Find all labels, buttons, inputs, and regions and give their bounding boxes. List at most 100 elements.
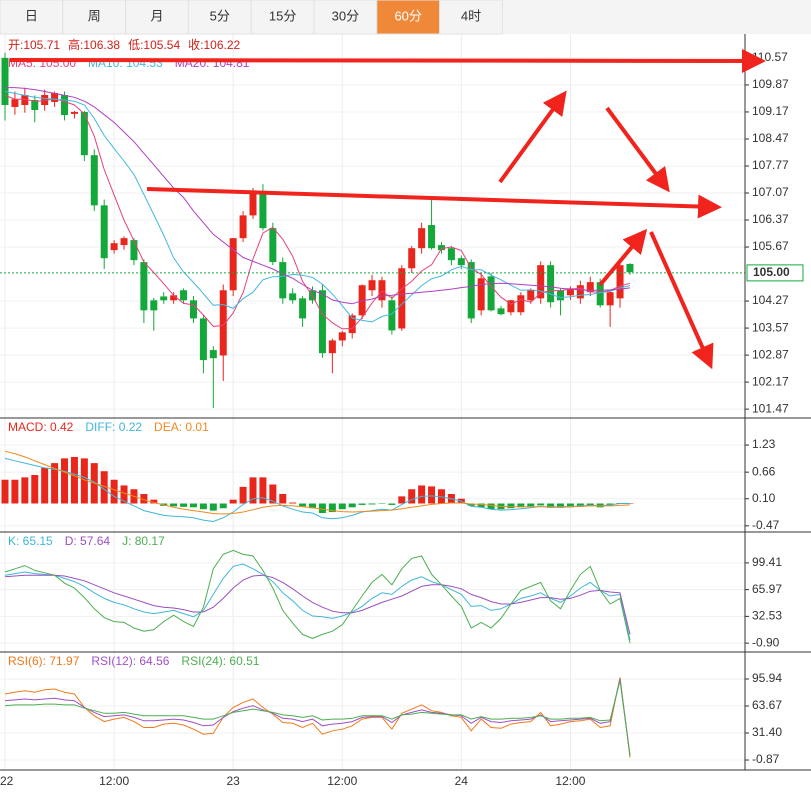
macd-bar: [566, 503, 574, 508]
candle-body: [328, 340, 336, 354]
tab[interactable]: [125, 0, 189, 35]
macd-bar: [418, 485, 426, 504]
tab-label[interactable]: 15分: [269, 8, 296, 23]
candle-body: [348, 315, 356, 334]
candle-body: [61, 94, 69, 116]
plot: 22 12:00 23 12:00 24 12:00110.57109.87109.171…: [0, 34, 811, 788]
y-tick-label: 99.41: [752, 555, 782, 569]
ohlc-info: 开:105.71: [8, 38, 60, 52]
legend-entry: K: 65.15: [8, 534, 53, 548]
y-tick-label: 1.23: [752, 437, 776, 451]
tabs: 日 周 月 5分 15分 30分 60分 4时: [0, 0, 503, 35]
tab-label[interactable]: 5分: [210, 8, 230, 23]
tab-label[interactable]: 月: [150, 8, 163, 23]
macd-bar: [239, 486, 247, 504]
x-tick-label: 12:00: [99, 774, 129, 788]
legend-entry: D: 57.64: [65, 534, 111, 548]
arrow: [598, 228, 648, 287]
candle-body: [547, 265, 555, 303]
y-tick-label: 0.10: [752, 491, 776, 505]
tab[interactable]: [439, 0, 503, 35]
last-price-label: 105.00: [753, 265, 790, 279]
tab[interactable]: [250, 0, 315, 35]
macd-bar: [358, 503, 366, 505]
candle-body: [408, 248, 416, 269]
macd-bar: [140, 494, 148, 504]
macd-bar: [70, 456, 78, 504]
macd-bar: [467, 503, 475, 506]
indicator-line: [4, 549, 631, 644]
candle-body: [219, 290, 227, 356]
macd-bar: [507, 503, 515, 509]
indicator-line: [4, 574, 631, 635]
tab-label[interactable]: 日: [25, 8, 38, 23]
candle-body: [269, 228, 277, 263]
candle-body: [130, 240, 138, 261]
indicator-line: [4, 91, 631, 323]
y-tick-label: -0.90: [752, 635, 780, 649]
tab-label[interactable]: 30分: [332, 8, 359, 23]
macd-bar: [348, 503, 356, 508]
macd-bar: [170, 503, 178, 507]
y-tick-label: 107.07: [752, 185, 789, 199]
macd-bar: [328, 503, 336, 513]
tab-label[interactable]: 60分: [394, 8, 421, 23]
candle-body: [180, 290, 188, 301]
legend-entry: RSI(12): 64.56: [91, 654, 169, 668]
y-tick-label: 63.67: [752, 698, 782, 712]
y-tick-label: 101.47: [752, 401, 789, 415]
ohlc-info: 高:106.38: [68, 37, 120, 52]
candle-body: [487, 276, 495, 311]
macd-bar: [487, 503, 495, 510]
candle-body: [90, 155, 98, 206]
candle-body: [437, 245, 445, 251]
tab-label[interactable]: 周: [88, 8, 101, 23]
tab-label[interactable]: 4时: [461, 8, 481, 23]
macd-bar: [100, 471, 108, 504]
macd-bar: [21, 477, 29, 504]
macd-bar: [318, 503, 326, 513]
macd-bar: [259, 477, 267, 504]
candle-body: [418, 228, 426, 249]
y-tick-label: 107.77: [752, 158, 789, 172]
candle-body: [517, 295, 525, 313]
candle-body: [606, 292, 614, 306]
y-tick-label: -0.87: [752, 752, 780, 766]
tab[interactable]: [0, 0, 64, 35]
macd-bar: [120, 485, 128, 504]
y-tick-label: 102.17: [752, 374, 789, 388]
x-tick-label: 12:00: [327, 774, 357, 788]
legend-entry: RSI(6): 71.97: [8, 654, 80, 668]
candle-body: [626, 264, 634, 273]
macd-bar: [398, 496, 406, 504]
candle-body: [368, 280, 376, 291]
legend-entry: MACD: 0.42: [8, 420, 74, 434]
candle-body: [566, 288, 574, 296]
ohlc-info: 收:106.22: [188, 38, 240, 52]
indicator-line: [4, 450, 631, 515]
candle-body: [557, 290, 565, 301]
macd-bar: [537, 503, 545, 506]
arrow: [605, 106, 670, 193]
y-tick-label: 104.27: [752, 293, 789, 307]
annotations: [9, 48, 766, 370]
macd-bar: [209, 503, 217, 511]
candle-body: [189, 300, 197, 319]
candle-body: [1, 57, 9, 106]
candle-body: [398, 268, 406, 329]
macd-bar: [150, 499, 158, 504]
candle-body: [299, 298, 307, 319]
macd-bar: [368, 503, 376, 505]
candle-body: [41, 94, 49, 106]
candle-body: [120, 238, 128, 246]
macd-bar: [11, 479, 19, 504]
candle-body: [11, 99, 19, 107]
macd-bar: [180, 503, 188, 507]
macd-bar: [477, 503, 485, 508]
macd-bar: [80, 458, 88, 504]
macd-bar: [269, 484, 277, 504]
arrow: [498, 90, 567, 184]
candle-body: [338, 332, 346, 341]
y-tick-label: -0.47: [752, 518, 780, 532]
